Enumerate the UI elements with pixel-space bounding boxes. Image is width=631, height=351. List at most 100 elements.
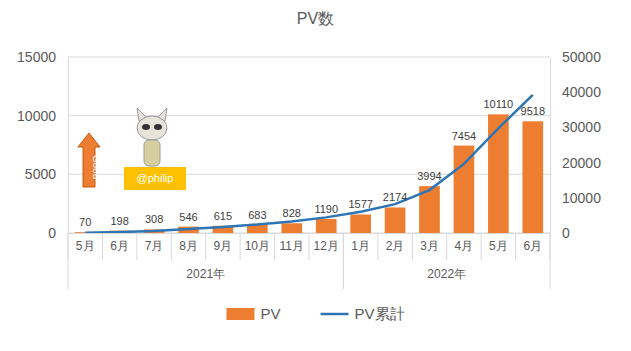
data-label: 9518: [521, 105, 545, 117]
mascot-eye: [154, 124, 162, 130]
mascot-eye: [142, 124, 150, 130]
tick-label: 5月: [76, 239, 95, 253]
category-separator: [102, 233, 103, 260]
tick: 10000: [550, 190, 601, 206]
data-label: 3994: [417, 170, 441, 182]
data-label: 615: [214, 210, 232, 222]
tick-label: 10月: [245, 239, 270, 253]
tick: 12月: [314, 233, 339, 253]
category-separator: [377, 233, 378, 260]
legend-label: PV: [260, 305, 280, 322]
tick: 40000: [550, 84, 601, 100]
category-separator: [274, 233, 275, 260]
tick-label: 1月: [351, 239, 370, 253]
y-axis: 0 5000 10000 15000: [17, 49, 68, 241]
category-separator: [136, 233, 137, 260]
data-label: 546: [179, 211, 197, 223]
data-label: 1577: [348, 198, 372, 210]
tick: 20000: [550, 155, 601, 171]
tick: 10月: [245, 233, 270, 253]
tick: 11月: [280, 233, 304, 253]
data-label: 1190: [314, 203, 338, 215]
tick: 6月: [523, 233, 542, 253]
tick-label: 8月: [179, 239, 198, 253]
legend-swatch: [226, 308, 254, 320]
tick: 1月: [351, 233, 370, 253]
background: [0, 0, 631, 351]
category-separator: [205, 233, 206, 260]
tick: 3月: [420, 233, 439, 253]
tick-label: 4月: [455, 239, 474, 253]
tick: 50000: [550, 49, 601, 65]
tick-label: 12月: [314, 239, 339, 253]
legend-swatch: [321, 313, 349, 316]
axis-line: [68, 58, 69, 234]
data-label: 70: [79, 216, 91, 228]
category-separator: [515, 233, 516, 260]
tick-label: 10000: [562, 190, 601, 206]
axis-line: [550, 58, 551, 234]
tick-label: 9月: [214, 239, 233, 253]
mascot-body: [144, 140, 160, 166]
grid-line: [68, 57, 550, 58]
mascot: [137, 108, 167, 166]
tick: 0: [48, 225, 68, 241]
badge: [124, 167, 186, 190]
y2-axis: 0 10000 20000 30000 40000 50000: [550, 49, 601, 241]
category-separator: [481, 233, 482, 260]
bar: [350, 214, 371, 233]
tick-label: 6月: [523, 239, 542, 253]
bar: [316, 219, 337, 233]
tick: 9月: [214, 233, 233, 253]
tick-label: 0: [562, 225, 570, 241]
data-label: 2174: [383, 191, 407, 203]
tick: 6月: [110, 233, 129, 253]
tick-label: 11月: [280, 239, 304, 253]
tick: 15000: [17, 49, 68, 65]
bar: [522, 121, 543, 233]
category-separator: [446, 233, 447, 260]
data-label: 683: [248, 209, 266, 221]
data-label: 198: [110, 215, 128, 227]
annotations: Good@philip: [78, 108, 186, 190]
category-separator: [412, 233, 413, 260]
tick-label: 7月: [145, 239, 164, 253]
category-separator: [171, 233, 172, 260]
bar: [488, 114, 509, 233]
tick-label: 30000: [562, 119, 601, 135]
tick: 30000: [550, 119, 601, 135]
bar: [281, 223, 302, 233]
tick: 2月: [386, 233, 405, 253]
annotation: Good: [91, 155, 102, 179]
legend-item: PV: [226, 305, 280, 322]
tick: 5000: [25, 166, 68, 182]
bar: [454, 146, 475, 233]
category-separator: [240, 233, 241, 260]
data-label: 7454: [452, 130, 476, 142]
tick-label: 2月: [386, 239, 405, 253]
tick: 4月: [455, 233, 474, 253]
legend-item: PV累計: [321, 305, 405, 322]
legend: PV PV累計: [226, 305, 404, 322]
tick-label: 15000: [17, 49, 56, 65]
bar: [385, 207, 406, 233]
tick-label: 10000: [17, 108, 56, 124]
group-separator: [550, 233, 551, 289]
tick-label: 40000: [562, 84, 601, 100]
group-label: 2022年: [427, 267, 466, 281]
group-separator: [343, 233, 344, 289]
data-label: 308: [145, 213, 163, 225]
category-separator: [309, 233, 310, 260]
tick-label: 20000: [562, 155, 601, 171]
group-separator: [343, 233, 344, 289]
tick-label: 50000: [562, 49, 601, 65]
group-label: 2021年: [186, 267, 225, 281]
tick-label: 0: [48, 225, 56, 241]
tick: 7月: [145, 233, 164, 253]
tick: 0: [550, 225, 570, 241]
tick-label: 5000: [25, 166, 56, 182]
tick: 5月: [76, 233, 95, 253]
chart: PV数0500010000150000100002000030000400005…: [0, 0, 631, 351]
data-labels: 7019830854661568382811901577217439947454…: [79, 98, 545, 228]
tick: 8月: [179, 233, 198, 253]
